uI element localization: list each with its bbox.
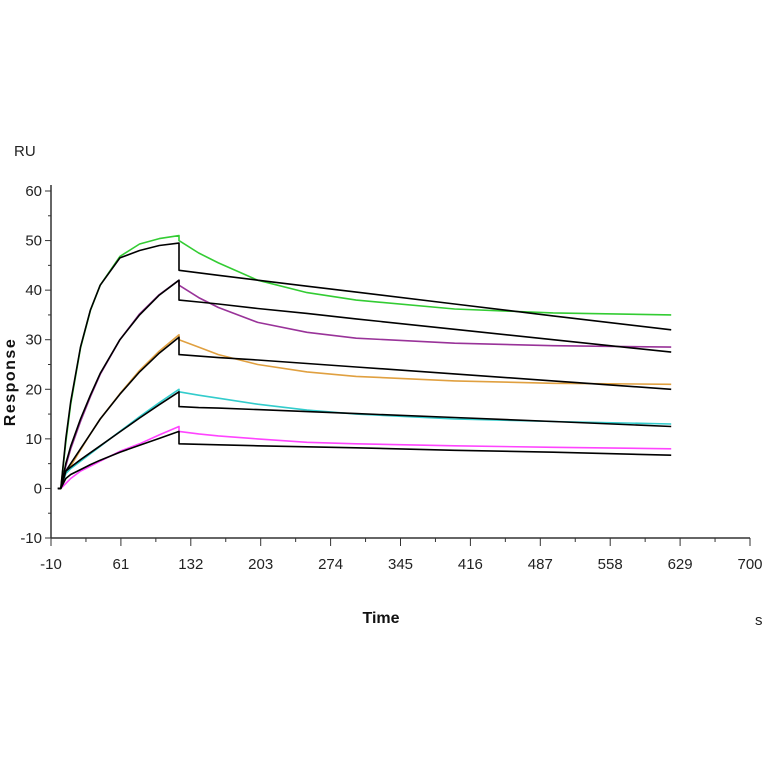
x-tick-label: 629 [668, 556, 693, 573]
y-tick-label: 30 [25, 332, 42, 349]
y-tick-label: 60 [25, 183, 42, 200]
x-tick-label: 700 [737, 556, 762, 573]
y-unit-label: RU [14, 143, 36, 160]
y-tick-label: 10 [25, 431, 42, 448]
fit-curve-8 [57, 391, 672, 490]
y-axis-label: Response [2, 338, 19, 426]
x-tick-label: 345 [388, 556, 413, 573]
x-tick-label: 61 [113, 556, 130, 573]
fit-curve-5 [57, 242, 672, 490]
y-tick-label: -10 [20, 530, 42, 547]
response-curve-2 [57, 334, 672, 490]
y-tick-label: 20 [25, 381, 42, 398]
x-tick-label: 132 [178, 556, 203, 573]
fit-curve-7 [57, 336, 672, 490]
response-curve-4 [57, 425, 672, 490]
x-tick-label: 558 [598, 556, 623, 573]
x-axis-label: Time [362, 610, 399, 627]
x-tick-label: 274 [318, 556, 343, 573]
x-tick-label: 416 [458, 556, 483, 573]
y-tick-label: 40 [25, 282, 42, 299]
fit-curve-6 [57, 279, 672, 490]
fit-curve-9 [57, 430, 672, 490]
x-tick-label: -10 [40, 556, 62, 573]
x-unit-label: s [755, 612, 763, 629]
x-tick-label: 203 [248, 556, 273, 573]
x-tick-label: 487 [528, 556, 553, 573]
y-tick-label: 50 [25, 233, 42, 250]
y-tick-label: 0 [34, 480, 42, 497]
